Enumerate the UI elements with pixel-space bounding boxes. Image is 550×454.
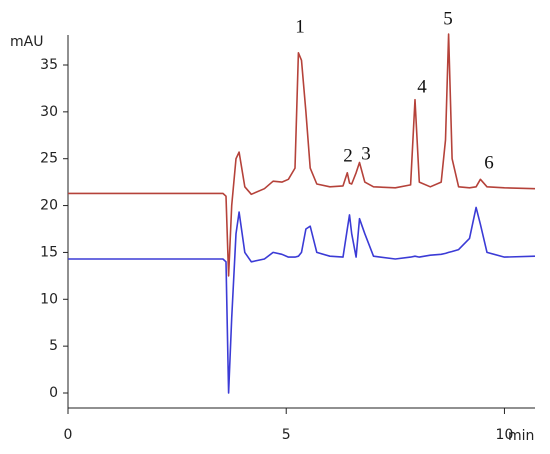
y-axis-label: mAU <box>10 34 43 50</box>
y-tick-label: 20 <box>40 198 58 214</box>
y-tick-label: 0 <box>49 385 58 401</box>
y-tick-label: 35 <box>40 57 58 73</box>
x-tick-label: 10 <box>496 427 514 443</box>
peak-label: 5 <box>443 8 453 29</box>
y-tick-label: 15 <box>40 244 58 260</box>
peak-label: 4 <box>417 76 427 97</box>
x-tick-label: 0 <box>64 427 73 443</box>
peak-label: 2 <box>343 145 353 166</box>
line-series <box>68 33 536 277</box>
y-tick-label: 10 <box>40 291 58 307</box>
peak-label: 3 <box>361 143 371 164</box>
x-axis-label: min <box>508 428 534 444</box>
y-tick-label: 30 <box>40 104 58 120</box>
peak-label: 1 <box>295 16 305 37</box>
x-tick-label: 5 <box>282 427 291 443</box>
line-series <box>68 206 536 394</box>
y-tick-label: 5 <box>49 338 58 354</box>
peak-label: 6 <box>484 152 494 173</box>
y-tick-label: 25 <box>40 151 58 167</box>
